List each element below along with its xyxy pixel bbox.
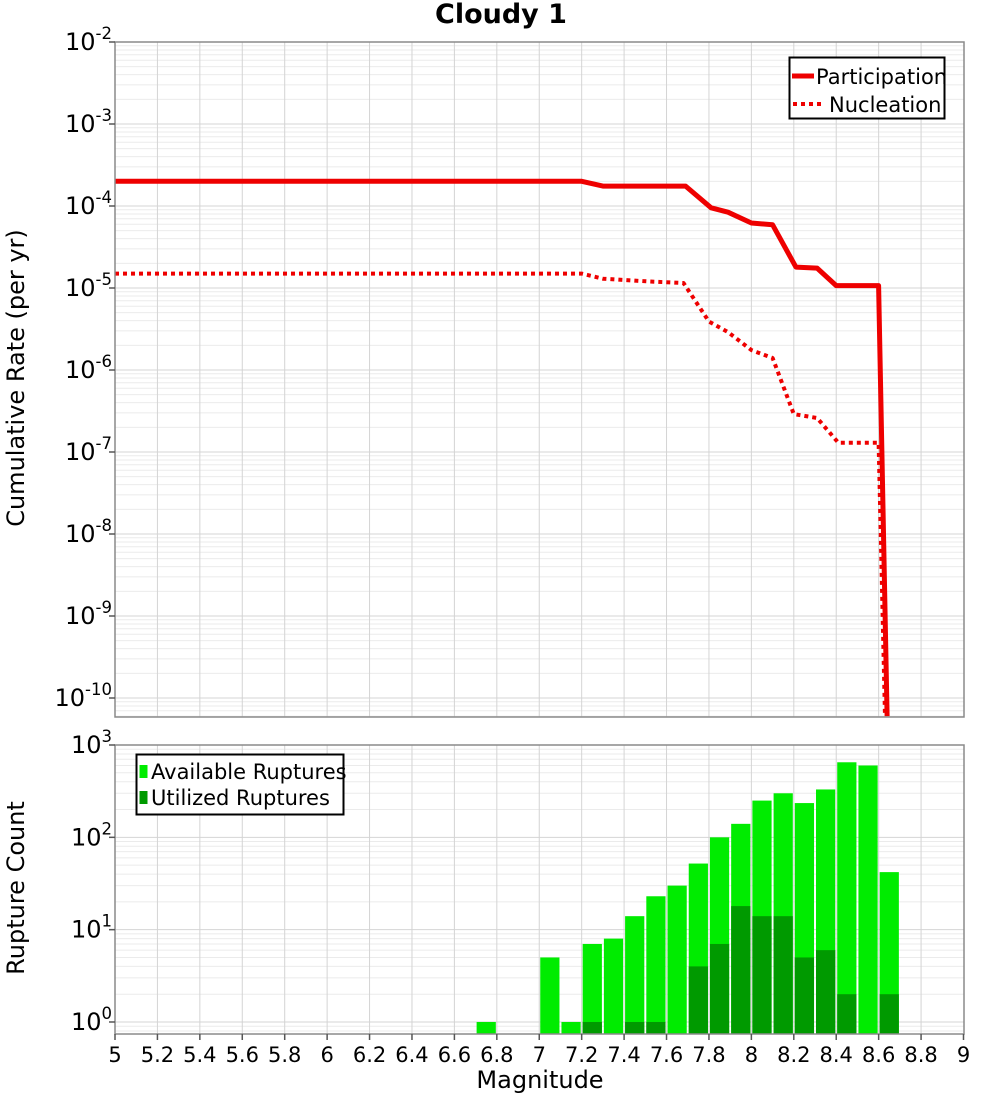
utilized-bar-m8.65 — [879, 994, 899, 1034]
y-tick-label: 10-5 — [65, 270, 112, 302]
available-bar-m7.55 — [646, 896, 666, 1034]
y-tick-label: 10-2 — [65, 24, 112, 56]
rate-curves — [115, 178, 890, 717]
gridlines-rates-panel — [115, 42, 964, 717]
x-tick-label: 5 — [108, 1043, 121, 1067]
available-bar-m8.45 — [837, 762, 857, 1034]
x-tick-label: 7.2 — [565, 1043, 598, 1067]
utilized-bar-m8.45 — [837, 994, 857, 1034]
x-tick-label: 7.6 — [650, 1043, 683, 1067]
legend-rates-box — [788, 56, 946, 120]
axis-ticks-and-labels: 10-210-310-410-510-610-710-810-910-10103… — [55, 24, 971, 1067]
x-tick-label: 6.6 — [438, 1043, 471, 1067]
utilized-ruptures-series — [582, 906, 899, 1034]
legend-label-participation: Participation — [816, 65, 947, 89]
legend-rates: Participation Nucleation — [788, 56, 947, 120]
available-ruptures-swatch — [139, 765, 148, 778]
y-axis-label-rates: Cumulative Rate (per yr) — [2, 229, 30, 527]
legend-label-utilized: Utilized Ruptures — [151, 786, 330, 810]
x-tick-label: 8.8 — [904, 1043, 937, 1067]
chart-title: Cloudy 1 — [435, 0, 567, 30]
legend-label-available: Available Ruptures — [151, 760, 347, 784]
y-tick-label: 10-10 — [55, 680, 113, 712]
utilized-bar-m7.25 — [582, 1021, 602, 1034]
available-bar-m8.55 — [858, 765, 878, 1034]
x-tick-label: 6.8 — [480, 1043, 513, 1067]
utilized-bar-m8.35 — [816, 950, 836, 1034]
utilized-bar-m7.75 — [688, 966, 708, 1034]
utilized-bar-m7.85 — [709, 943, 730, 1034]
utilized-bar-m7.95 — [731, 906, 751, 1034]
y-tick-label: 10-6 — [65, 352, 112, 384]
utilized-ruptures-swatch — [139, 791, 148, 804]
x-tick-label: 7 — [533, 1043, 546, 1067]
y-axis-label-counts: Rupture Count — [2, 801, 30, 975]
available-bar-m7.25 — [582, 943, 602, 1034]
x-tick-label: 5.8 — [268, 1043, 301, 1067]
x-axis-label: Magnitude — [476, 1066, 603, 1094]
x-tick-label: 5.2 — [141, 1043, 174, 1067]
x-tick-label: 6.2 — [353, 1043, 386, 1067]
nucleation-curve — [115, 271, 887, 717]
rates-plot-border — [114, 41, 965, 718]
participation-curve — [115, 178, 890, 717]
available-bar-m6.75 — [476, 1021, 496, 1034]
x-tick-label: 8 — [745, 1043, 758, 1067]
available-bar-m7.35 — [603, 938, 624, 1034]
legend-label-nucleation: Nucleation — [829, 93, 941, 117]
available-bar-m7.15 — [561, 1021, 581, 1034]
utilized-bar-m8.05 — [752, 916, 772, 1034]
available-bar-m7.65 — [667, 885, 687, 1034]
available-bar-m7.05 — [540, 957, 560, 1034]
utilized-bar-m8.15 — [773, 916, 793, 1034]
x-tick-label: 5.4 — [183, 1043, 216, 1067]
x-tick-label: 8.2 — [777, 1043, 810, 1067]
available-bar-m7.45 — [625, 916, 645, 1034]
legend-counts-box — [135, 753, 345, 816]
utilized-bar-m7.55 — [646, 1021, 666, 1034]
x-tick-label: 7.8 — [692, 1043, 725, 1067]
x-tick-label: 6 — [320, 1043, 333, 1067]
x-tick-label: 8.6 — [862, 1043, 895, 1067]
x-tick-label: 6.4 — [395, 1043, 428, 1067]
utilized-bar-m7.45 — [625, 1021, 645, 1034]
x-tick-label: 7.4 — [607, 1043, 640, 1067]
x-tick-label: 5.6 — [226, 1043, 259, 1067]
x-tick-label: 8.4 — [820, 1043, 853, 1067]
utilized-bar-m8.25 — [794, 957, 815, 1034]
rupture-count-bars — [476, 762, 899, 1034]
x-tick-label: 9 — [957, 1043, 970, 1067]
available-bar-m8.65 — [879, 872, 899, 1034]
legend-counts: Available Ruptures Utilized Ruptures — [135, 753, 347, 816]
